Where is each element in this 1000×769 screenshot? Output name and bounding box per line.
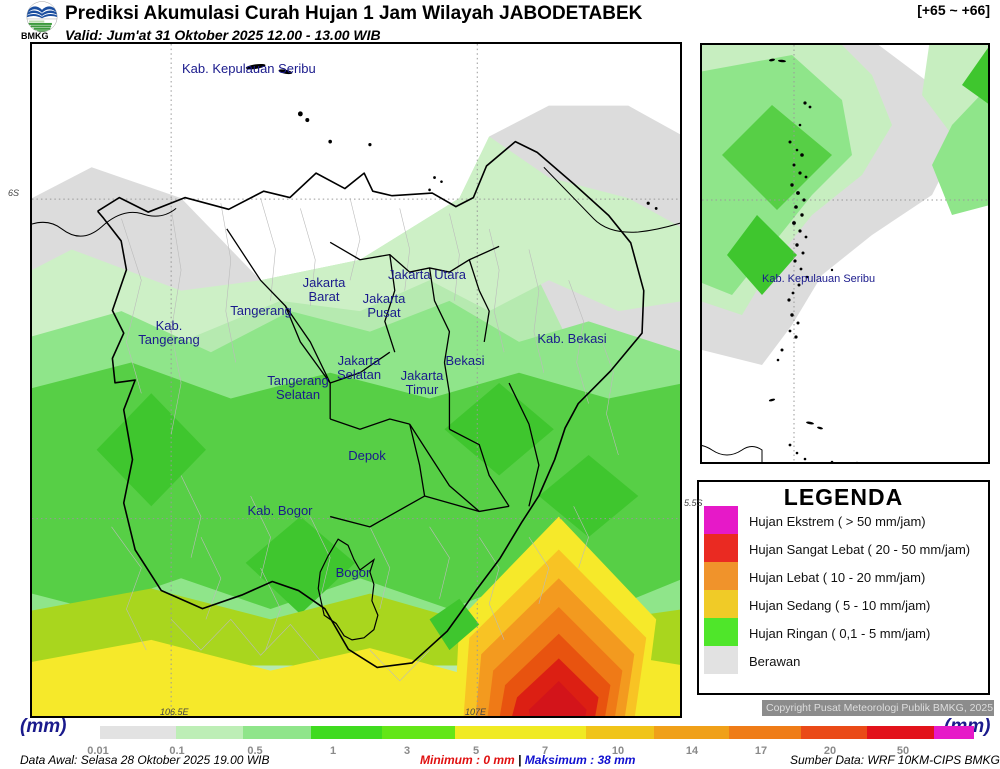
svg-text:14: 14 (686, 745, 699, 754)
svg-text:17: 17 (755, 745, 767, 754)
svg-text:3: 3 (404, 745, 410, 754)
svg-text:1: 1 (330, 745, 336, 754)
